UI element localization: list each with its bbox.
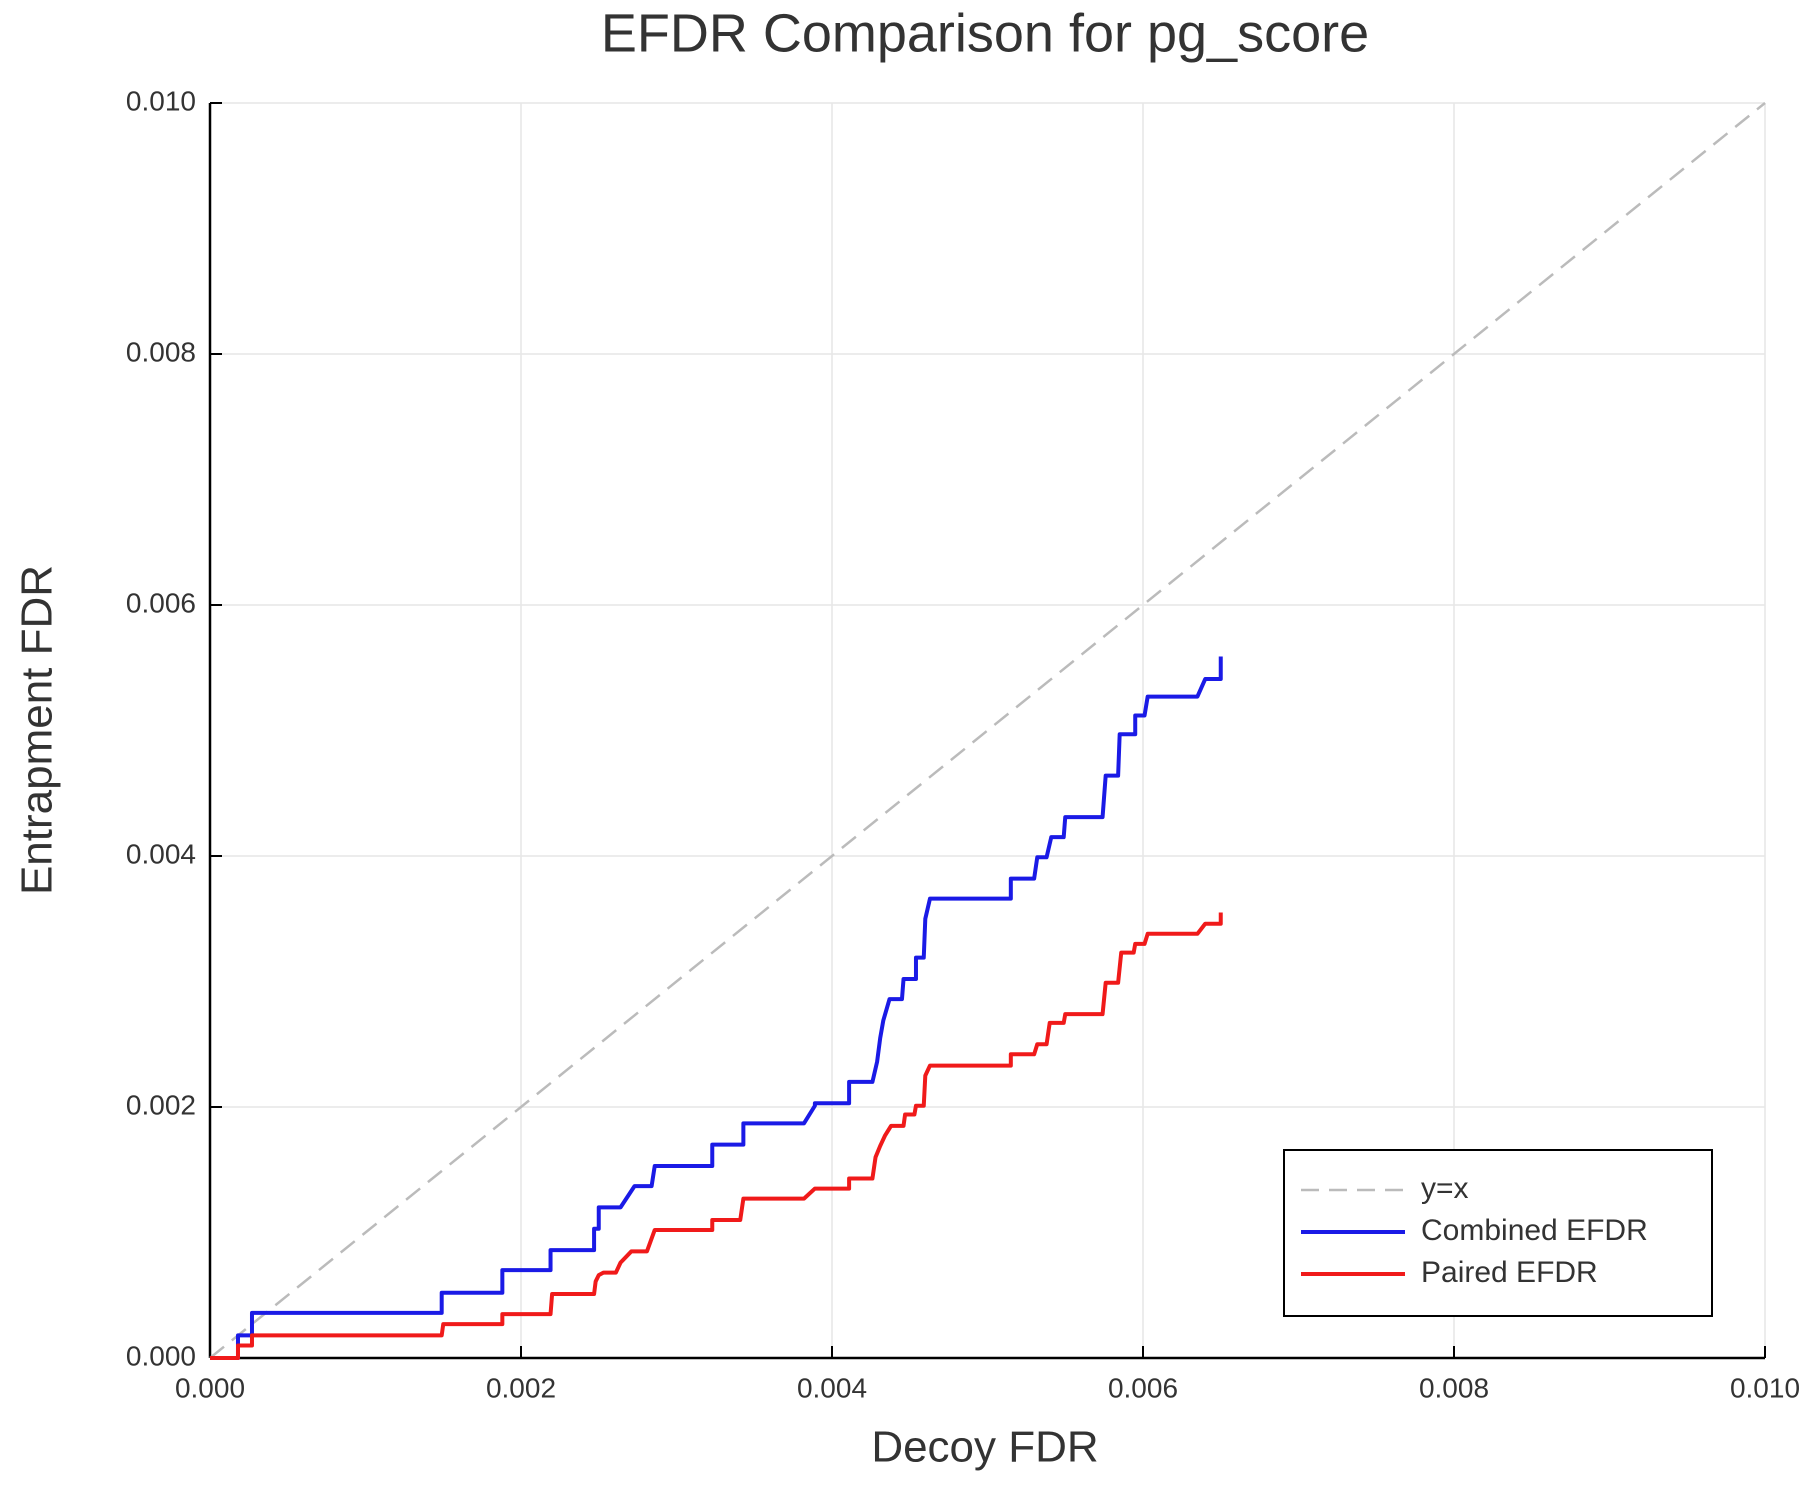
- legend-label: Combined EFDR: [1421, 1214, 1648, 1247]
- legend-label: Paired EFDR: [1421, 1256, 1598, 1289]
- x-axis-label: Decoy FDR: [871, 1423, 1098, 1472]
- x-tick-label: 0.004: [797, 1372, 867, 1403]
- y-tick-label: 0.002: [126, 1089, 196, 1120]
- y-tick-label: 0.008: [126, 336, 196, 367]
- series-line: [210, 656, 1223, 1360]
- series-line: [210, 912, 1223, 1360]
- y-tick-label: 0.004: [126, 838, 196, 869]
- legend-label: y=x: [1421, 1172, 1469, 1205]
- x-tick-label: 0.006: [1108, 1372, 1178, 1403]
- x-tick-label: 0.000: [175, 1372, 245, 1403]
- chart-title: EFDR Comparison for pg_score: [601, 3, 1369, 63]
- x-tick-label: 0.008: [1419, 1372, 1489, 1403]
- y-axis-label: Entrapment FDR: [13, 565, 62, 895]
- y-tick-label: 0.000: [126, 1340, 196, 1371]
- x-tick-label: 0.010: [1730, 1372, 1800, 1403]
- y-tick-label: 0.010: [126, 85, 196, 116]
- series-line: [209, 102, 1766, 1359]
- x-tick-label: 0.002: [486, 1372, 556, 1403]
- y-tick-label: 0.006: [126, 587, 196, 618]
